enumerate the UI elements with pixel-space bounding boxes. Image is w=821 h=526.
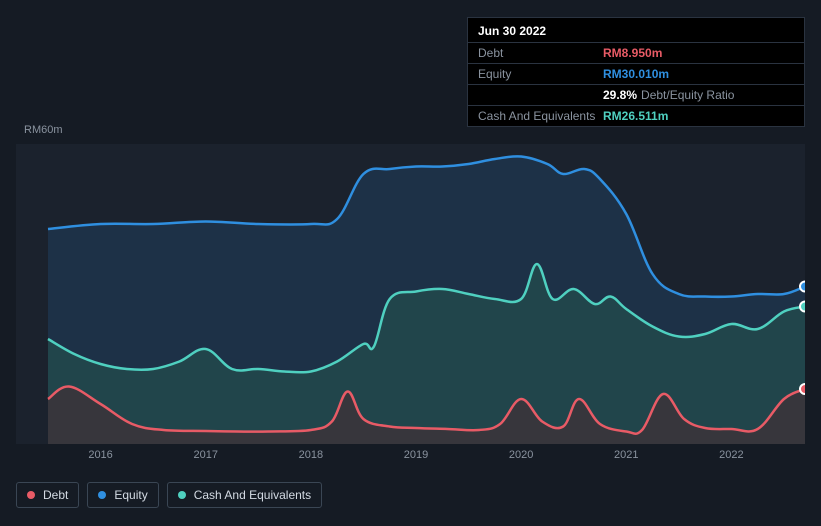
- tooltip-ratio: 29.8% Debt/Equity Ratio: [603, 88, 734, 102]
- chart-tooltip: Jun 30 2022 Debt RM8.950m Equity RM30.01…: [467, 17, 805, 127]
- tooltip-label: Equity: [478, 67, 603, 81]
- tooltip-row-ratio: 29.8% Debt/Equity Ratio: [468, 84, 804, 105]
- tooltip-ratio-label: Debt/Equity Ratio: [641, 88, 734, 102]
- legend-label: Debt: [43, 488, 68, 502]
- area-chart[interactable]: [16, 144, 805, 444]
- tooltip-ratio-pct: 29.8%: [603, 88, 637, 102]
- x-tick-label: 2016: [88, 449, 112, 461]
- legend-label: Equity: [114, 488, 147, 502]
- x-tick-label: 2022: [719, 449, 743, 461]
- tooltip-row-equity: Equity RM30.010m: [468, 63, 804, 84]
- tooltip-label: [478, 88, 603, 102]
- x-tick-label: 2018: [299, 449, 323, 461]
- legend-item-debt[interactable]: Debt: [16, 482, 79, 508]
- chart-legend: Debt Equity Cash And Equivalents: [16, 482, 322, 508]
- tooltip-row-debt: Debt RM8.950m: [468, 42, 804, 63]
- legend-label: Cash And Equivalents: [194, 488, 311, 502]
- tooltip-label: Debt: [478, 46, 603, 60]
- x-tick-label: 2020: [509, 449, 533, 461]
- legend-item-cash[interactable]: Cash And Equivalents: [167, 482, 322, 508]
- x-tick-label: 2017: [193, 449, 217, 461]
- tooltip-row-cash: Cash And Equivalents RM26.511m: [468, 105, 804, 126]
- tooltip-value: RM8.950m: [603, 46, 662, 60]
- y-axis-max-label: RM60m: [24, 124, 63, 136]
- tooltip-label: Cash And Equivalents: [478, 109, 603, 123]
- x-tick-label: 2019: [404, 449, 428, 461]
- circle-icon: [98, 491, 106, 499]
- x-axis: 2016 2017 2018 2019 2020 2021 2022: [16, 449, 805, 465]
- tooltip-date: Jun 30 2022: [468, 18, 804, 42]
- circle-icon: [178, 491, 186, 499]
- circle-icon: [27, 491, 35, 499]
- chart-svg: [16, 144, 805, 444]
- tooltip-value: RM30.010m: [603, 67, 669, 81]
- tooltip-value: RM26.511m: [603, 109, 668, 123]
- x-tick-label: 2021: [614, 449, 638, 461]
- legend-item-equity[interactable]: Equity: [87, 482, 158, 508]
